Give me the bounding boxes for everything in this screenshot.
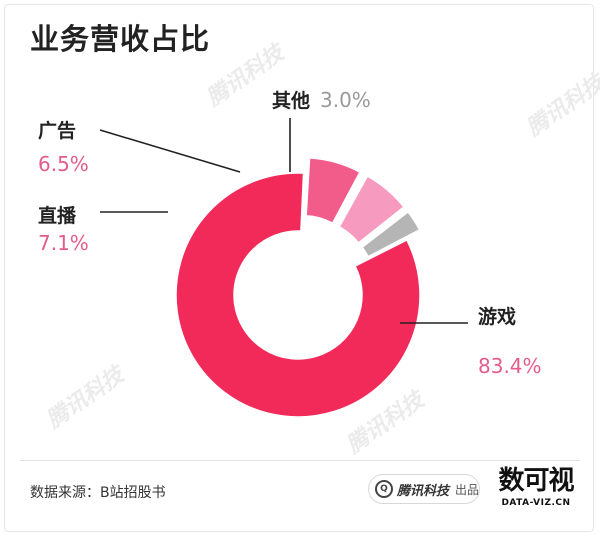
donut-slice-0 (175, 172, 421, 418)
footer-divider (20, 460, 580, 461)
tencent-logo-icon: Q (375, 480, 393, 498)
slice-label-2: 广告 (38, 119, 76, 142)
chart-title: 业务营收占比 (30, 22, 211, 56)
publisher-tag: 出品 (455, 482, 480, 497)
dataviz-logo: 数可视 DATA-VIZ.CN (498, 466, 574, 508)
slice-value-2: 6.5% (38, 152, 89, 176)
slice-value-0: 83.4% (478, 354, 542, 378)
slice-value-1: 7.1% (38, 231, 89, 255)
data-source: 数据来源：B站招股书 (30, 485, 166, 501)
dataviz-logo-main: 数可视 (498, 466, 574, 496)
slice-value-3: 3.0% (320, 88, 371, 112)
donut-slice-2 (338, 175, 405, 245)
publisher-badge: Q 腾讯科技 出品 (368, 474, 480, 504)
leader-line-2 (99, 129, 241, 173)
donut-slice-1 (305, 157, 361, 225)
slice-label-0: 游戏 (478, 305, 516, 328)
chart-frame (4, 4, 594, 532)
slice-label-3: 其他 (272, 89, 310, 112)
publisher-brand: 腾讯科技 (397, 483, 450, 499)
donut-slice-3 (361, 210, 421, 258)
slice-label-1: 直播 (38, 204, 77, 227)
dataviz-logo-sub: DATA-VIZ.CN (501, 498, 571, 508)
